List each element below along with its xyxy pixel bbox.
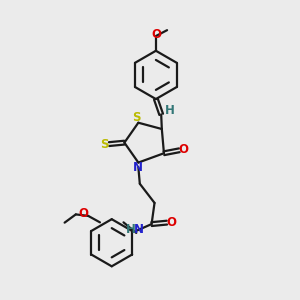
- Text: N: N: [134, 223, 144, 236]
- Text: H: H: [164, 104, 174, 117]
- Text: S: S: [100, 139, 108, 152]
- Text: N: N: [133, 161, 143, 174]
- Text: O: O: [79, 207, 89, 220]
- Text: H: H: [126, 223, 136, 236]
- Text: O: O: [178, 143, 188, 156]
- Text: O: O: [151, 28, 161, 41]
- Text: S: S: [133, 111, 141, 124]
- Text: O: O: [166, 215, 176, 229]
